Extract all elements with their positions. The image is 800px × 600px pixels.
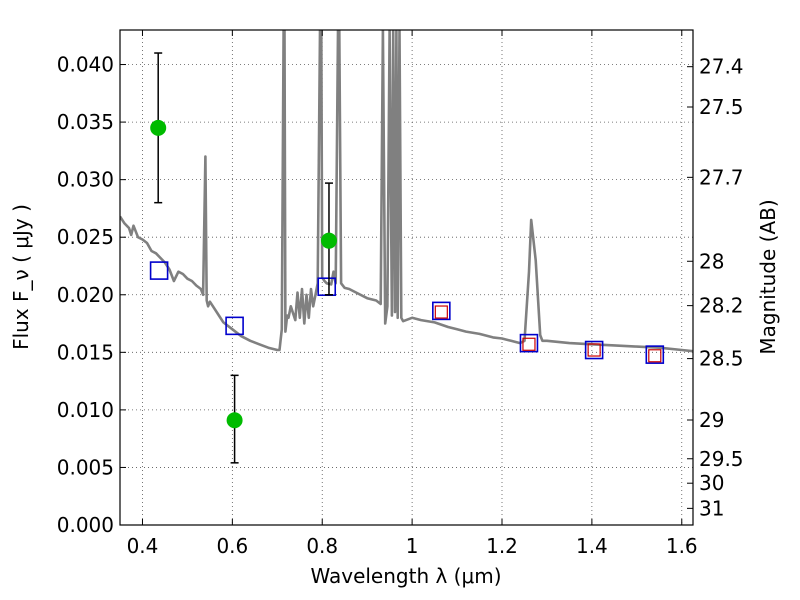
y-tick-label: 0.030 <box>57 168 114 192</box>
x-tick-label: 1.2 <box>486 534 518 558</box>
y2-tick-label: 30 <box>699 471 724 495</box>
x-tick-label: 0.4 <box>127 534 159 558</box>
model-blue-square <box>519 333 539 353</box>
y2-tick-label: 31 <box>699 496 724 520</box>
y2-tick-label: 28.5 <box>699 347 744 371</box>
y-tick-label: 0.015 <box>57 340 114 364</box>
y-tick-label: 0.040 <box>57 53 114 77</box>
model-red-square <box>587 343 601 357</box>
y-tick-label: 0.020 <box>57 283 114 307</box>
model-red-square <box>648 349 662 363</box>
observed-point <box>320 232 337 249</box>
y2-tick-label: 27.5 <box>699 95 744 119</box>
x-axis-title: Wavelength λ (μm) <box>310 564 501 588</box>
model-blue-square <box>149 261 169 280</box>
y2-axis-title: Magnitude (AB) <box>756 199 780 354</box>
x-tick-label: 1.6 <box>666 534 698 558</box>
model-blue-square <box>225 316 244 336</box>
y2-tick-label: 29.5 <box>699 447 744 471</box>
y2-tick-label: 28 <box>699 249 724 273</box>
y-tick-label: 0.035 <box>57 110 114 134</box>
model-blue-square <box>432 301 451 321</box>
grid-lines <box>120 30 693 526</box>
observed-point <box>150 119 167 136</box>
plot-frame <box>119 29 694 526</box>
y-axis-title: Flux F_ν ( μJy ) <box>9 204 33 350</box>
model-red-square <box>522 337 536 351</box>
y-tick-label: 0.000 <box>57 513 114 537</box>
x-tick-label: 0.8 <box>306 534 338 558</box>
y2-tick-label: 27.4 <box>699 55 744 79</box>
observed-point <box>226 412 243 429</box>
model-blue-square <box>584 340 604 360</box>
model-blue-square <box>645 345 665 364</box>
x-tick-label: 1 <box>406 534 419 558</box>
x-tick-label: 0.6 <box>216 534 248 558</box>
y-tick-label: 0.025 <box>57 225 114 249</box>
y2-tick-label: 28.2 <box>699 294 744 318</box>
plot-area <box>120 30 693 464</box>
model-red-square <box>434 305 448 319</box>
axis-ticks: 0.4 0.6 0.8 1 1.2 1.4 1.6 0.000 0.005 0.010 0.015 0… <box>57 30 744 558</box>
y-tick-label: 0.010 <box>57 398 114 422</box>
x-tick-label: 1.4 <box>576 534 608 558</box>
template-spectrum-line <box>120 30 693 353</box>
y2-tick-label: 29 <box>699 408 724 432</box>
y2-tick-label: 27.7 <box>699 165 744 189</box>
y-tick-label: 0.005 <box>57 455 114 479</box>
